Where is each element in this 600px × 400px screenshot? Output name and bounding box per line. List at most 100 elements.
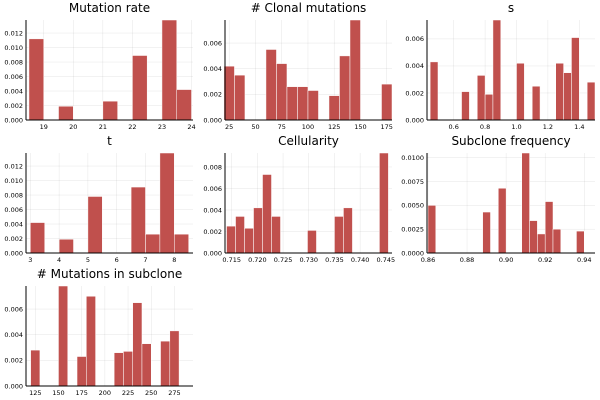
histogram-bar [544, 201, 554, 254]
y-tick-label: 0.000 [4, 249, 23, 257]
x-tick-label: 50 [251, 123, 259, 131]
x-tick-label: 23 [158, 123, 166, 131]
y-tick-label: 0.008 [4, 191, 23, 199]
x-tick-label: 3 [28, 256, 32, 264]
y-tick-label: 0.0075 [401, 178, 424, 186]
x-tick-label: 150 [354, 123, 366, 131]
y-tick-label: 0.004 [4, 331, 23, 339]
y-tick-label: 0.006 [405, 35, 424, 43]
histogram-bar [30, 349, 41, 387]
histogram-bar [174, 233, 189, 254]
y-tick-label: 0.0025 [401, 225, 424, 233]
x-tick-label: 150 [52, 389, 64, 397]
y-tick-label: 0.004 [203, 206, 222, 214]
histogram-bar [343, 207, 353, 254]
y-tick-label: 0.006 [203, 185, 222, 193]
histogram-bar [58, 285, 68, 387]
y-tick-label: 0.006 [4, 305, 23, 313]
x-tick-label: 5 [86, 256, 90, 264]
histogram-bar [159, 152, 175, 254]
y-tick-label: 0.000 [203, 116, 222, 124]
histogram-panel: s 0.6 0.8 1.0 1.2 1.4 0.000 0.002 0.004 0.006 [405, 1, 596, 131]
x-tick-label: 0.715 [222, 256, 241, 264]
x-tick-label: 7 [143, 256, 147, 264]
y-tick-label: 0.010 [4, 44, 23, 52]
x-tick-label: 200 [99, 389, 111, 397]
histogram-bar [130, 186, 146, 254]
y-tick-label: 0.002 [203, 91, 222, 99]
y-tick-label: 0.002 [4, 357, 23, 365]
x-tick-label: 22 [128, 123, 136, 131]
y-tick-label: 0.0100 [401, 154, 424, 162]
panel-title: s [508, 1, 514, 15]
panel-title: Cellularity [278, 134, 339, 148]
y-tick-label: 0.002 [405, 89, 424, 97]
y-tick-label: 0.008 [4, 58, 23, 66]
y-tick-label: 0.002 [4, 235, 23, 243]
histogram-bar [516, 62, 525, 121]
histogram-bar [226, 225, 236, 254]
y-tick-label: 0.002 [203, 228, 222, 236]
x-tick-label: 0.745 [377, 256, 396, 264]
panel-title: Mutation rate [69, 1, 150, 15]
y-tick-label: 0.006 [4, 206, 23, 214]
y-tick-label: 0.000 [4, 382, 23, 390]
x-tick-label: 8 [172, 256, 176, 264]
y-tick-label: 0.002 [4, 102, 23, 110]
x-tick-label: 1.0 [511, 123, 521, 131]
x-tick-label: 1.4 [574, 123, 584, 131]
histogram-bar [161, 19, 177, 121]
x-tick-label: 0.92 [538, 256, 552, 264]
histogram-panel: Cellularity 0.715 0.720 0.725 0.730 0.735 0.74… [203, 134, 395, 264]
histogram-bar [141, 343, 152, 387]
x-tick-label: 24 [187, 123, 195, 131]
histogram-bar [132, 302, 143, 387]
panel-title: # Mutations in subclone [37, 267, 182, 281]
x-tick-label: 175 [381, 123, 393, 131]
y-tick-label: 0.008 [203, 163, 222, 171]
x-tick-label: 75 [278, 123, 286, 131]
histogram-bar [30, 222, 45, 254]
histogram-bar [262, 174, 272, 254]
histogram-bar [552, 228, 562, 254]
x-tick-label: 0.6 [449, 123, 459, 131]
histogram-bar [381, 83, 393, 121]
x-tick-label: 0.735 [325, 256, 344, 264]
histogram-bar [58, 238, 74, 254]
x-tick-label: 0.725 [274, 256, 293, 264]
histogram-panel: Subclone frequency 0.86 0.88 0.90 0.92 0.94 0.… [401, 134, 595, 264]
histogram-panel: t 3 4 5 6 7 8 0.000 0.002 0.004 0.006 0.008 0.010 0.0… [4, 134, 193, 264]
histogram-bar [271, 216, 281, 254]
histogram-bar [286, 86, 298, 121]
x-tick-label: 275 [168, 389, 180, 397]
x-tick-label: 100 [302, 123, 314, 131]
x-tick-label: 0.90 [499, 256, 513, 264]
histogram-bar [169, 330, 180, 387]
histogram-bar [297, 86, 309, 121]
x-tick-label: 1.2 [543, 123, 553, 131]
y-tick-label: 0.0000 [401, 249, 424, 257]
y-tick-label: 0.000 [405, 116, 424, 124]
histogram-bar [334, 216, 344, 254]
histogram-bar [160, 340, 171, 387]
x-tick-label: 6 [115, 256, 119, 264]
histogram-bar [339, 55, 351, 121]
x-tick-label: 0.88 [460, 256, 474, 264]
histogram-bar [429, 61, 439, 121]
histogram-bar [476, 75, 486, 121]
histogram-bar [379, 152, 389, 254]
histogram-bar [123, 351, 133, 387]
histogram-panel: # Mutations in subclone 125 150 175 200 225 25… [4, 267, 193, 397]
histogram-bar [86, 296, 96, 387]
histogram-bar [307, 230, 317, 254]
x-tick-label: 125 [328, 123, 340, 131]
y-tick-label: 0.000 [4, 116, 23, 124]
x-tick-label: 225 [122, 389, 134, 397]
histogram-bar [427, 205, 437, 254]
y-tick-label: 0.004 [405, 62, 424, 70]
histogram-bar [576, 230, 585, 254]
histogram-panel: # Clonal mutations 25 50 75 100 125 150 175 0.00… [203, 1, 393, 131]
histogram-bar [76, 356, 87, 387]
histogram-bar [349, 19, 361, 121]
